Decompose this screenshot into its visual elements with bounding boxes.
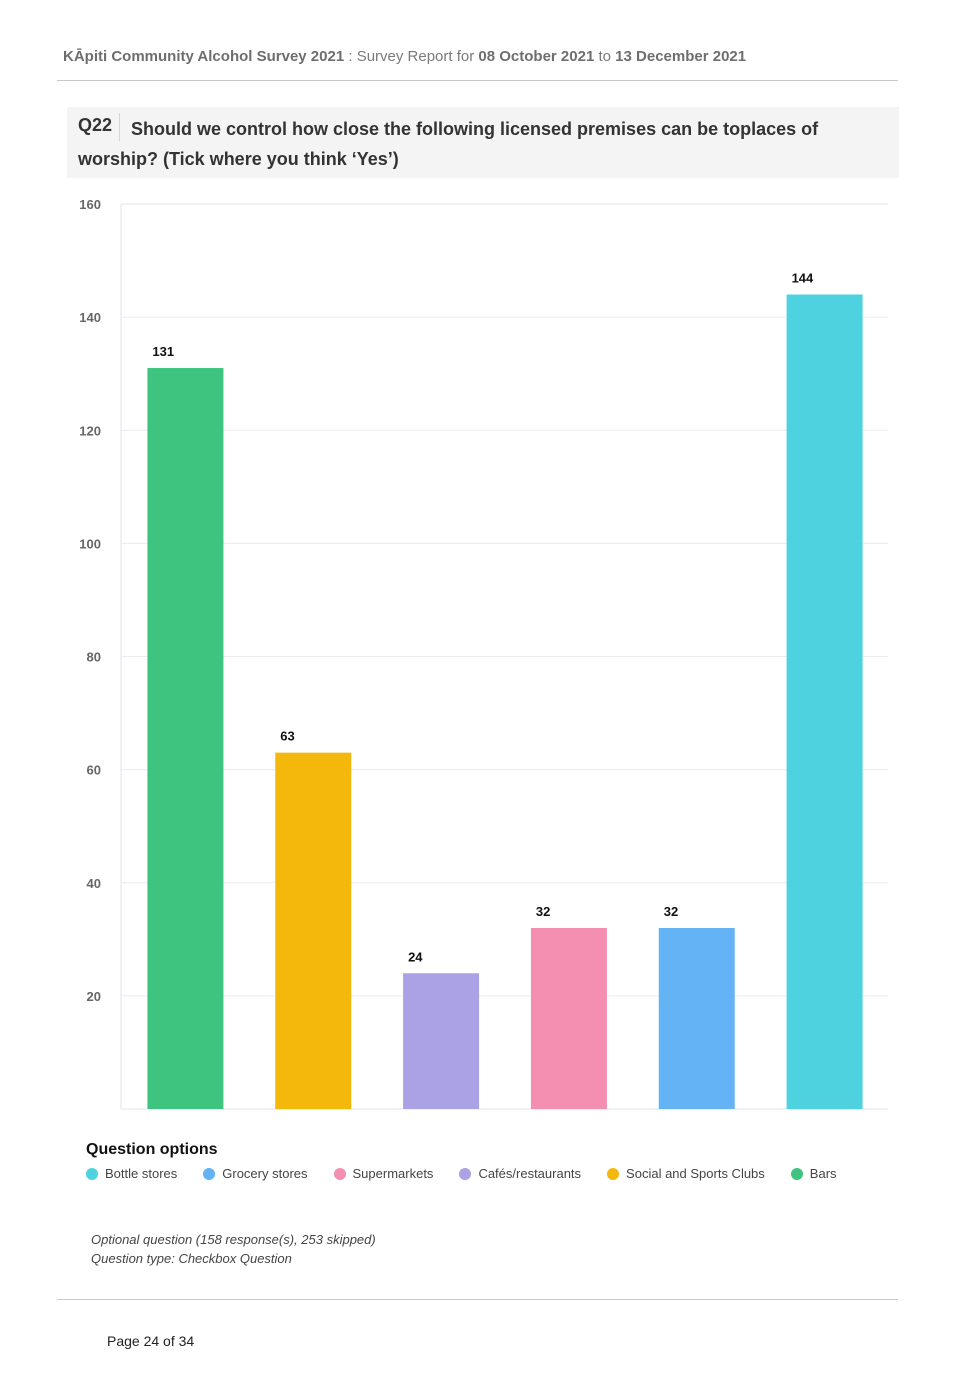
legend-label: Bottle stores	[105, 1166, 178, 1181]
date-to-label: to	[594, 48, 616, 65]
legend-swatch	[86, 1167, 98, 1180]
date-from: 08 October 2021	[478, 48, 595, 65]
chart-legend: Bottle stores Grocery stores Supermarkets C…	[86, 1166, 863, 1181]
question-text: Should we control how close the followin…	[78, 119, 819, 169]
legend-label: Cafés/restaurants	[478, 1166, 582, 1181]
legend-label: Social and Sports Clubs	[626, 1166, 765, 1181]
chart-bars	[147, 294, 863, 1109]
y-tick-label: 120	[79, 423, 101, 438]
legend-swatch	[607, 1167, 620, 1180]
question-number-divider	[119, 113, 120, 141]
legend-item: Bars	[790, 1166, 837, 1181]
legend-item: Supermarkets	[333, 1166, 434, 1181]
response-count: Optional question (158 response(s), 253 …	[91, 1232, 376, 1247]
legend-label: Grocery stores	[222, 1166, 308, 1181]
legend-item: Social and Sports Clubs	[607, 1166, 765, 1181]
y-tick-label: 100	[79, 536, 101, 551]
y-axis-ticks: 20 40 60 80 100 120 140 160	[79, 197, 101, 1004]
legend-item: Bottle stores	[86, 1166, 177, 1181]
legend-label: Supermarkets	[352, 1166, 434, 1181]
legend-swatch	[333, 1167, 346, 1180]
legend-title: Question options	[86, 1141, 218, 1158]
y-tick-label: 160	[79, 197, 101, 212]
y-tick-label: 60	[87, 763, 101, 778]
bar-chart: 20 40 60 80 100 120 140 160 131 63 24 32 32 144	[79, 197, 888, 1110]
legend-item: Cafés/restaurants	[459, 1166, 581, 1181]
bar	[658, 928, 735, 1109]
question-box: Q22 Should we control how close the foll…	[67, 107, 899, 178]
data-label: 32	[664, 904, 678, 919]
y-tick-label: 140	[79, 310, 101, 325]
bar	[275, 752, 352, 1109]
data-label: 63	[280, 729, 294, 744]
legend-swatch	[790, 1167, 803, 1180]
report-header: KĀpiti Community Alcohol Survey 2021 : S…	[63, 48, 903, 65]
data-label: 131	[152, 344, 174, 359]
bar	[786, 294, 863, 1109]
bar	[147, 368, 224, 1109]
data-label: 24	[408, 949, 423, 964]
data-label: 144	[792, 271, 814, 286]
bar	[403, 973, 480, 1109]
date-to: 13 December 2021	[615, 48, 747, 65]
y-tick-label: 40	[87, 876, 101, 891]
question-number: Q22	[78, 115, 113, 135]
legend-swatch	[203, 1167, 216, 1180]
page-number: Page 24 of 34	[107, 1333, 195, 1349]
data-labels: 131 63 24 32 32 144	[152, 271, 814, 965]
header-separator: :	[344, 48, 357, 65]
legend-label: Bars	[809, 1166, 837, 1181]
y-tick-label: 20	[87, 989, 101, 1004]
legend-swatch	[459, 1167, 472, 1180]
legend-item: Grocery stores	[203, 1166, 308, 1181]
report-for-label: Survey Report for	[356, 48, 479, 65]
header-divider	[57, 80, 898, 81]
chart-grid	[120, 203, 888, 1110]
question-type: Question type: Checkbox Question	[91, 1251, 292, 1266]
footer-divider	[57, 1299, 898, 1300]
question-meta: Optional question (158 response(s), 253 …	[91, 1230, 376, 1268]
survey-name: KĀpiti Community Alcohol Survey 2021	[63, 48, 345, 65]
y-tick-label: 80	[87, 650, 101, 665]
data-label: 32	[536, 904, 550, 919]
bar	[530, 928, 607, 1109]
